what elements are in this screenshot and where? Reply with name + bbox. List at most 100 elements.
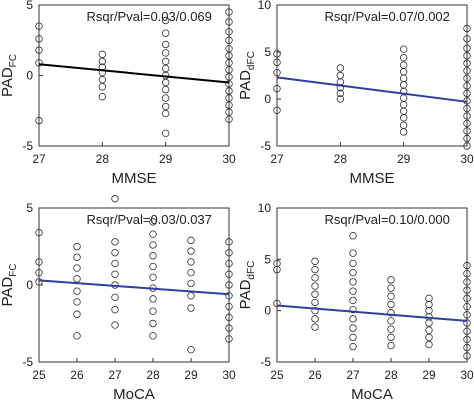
data-point [225, 101, 233, 109]
y-tick-label: 0 [264, 304, 271, 318]
data-point [425, 319, 433, 327]
data-point [98, 57, 107, 66]
x-axis-label: MMSE [350, 170, 395, 187]
plot-frame [38, 207, 230, 363]
data-point [149, 218, 157, 226]
data-point [187, 279, 195, 288]
data-point [111, 238, 119, 246]
data-point [225, 313, 233, 322]
data-point [225, 59, 233, 67]
y-axis-label: PADdFC [237, 261, 257, 310]
x-tick-label: 29 [397, 152, 411, 166]
x-tick-label: 25 [270, 368, 284, 382]
stats-annotation: Rsqr/Pval=0.03/0.069 [87, 9, 212, 24]
data-point [35, 258, 43, 266]
data-point [463, 112, 471, 120]
data-point [463, 35, 471, 43]
stats-annotation: Rsqr/Pval=0.07/0.002 [325, 9, 450, 24]
data-point [187, 304, 195, 312]
data-point [161, 78, 170, 87]
x-axis-label: MoCA [113, 386, 155, 402]
data-point [111, 195, 119, 203]
data-point [336, 71, 345, 80]
data-point [35, 59, 43, 67]
data-point [35, 22, 43, 30]
data-point [311, 265, 319, 274]
data-point [225, 28, 233, 36]
x-tick-label: 30 [222, 368, 236, 382]
data-point [349, 315, 357, 323]
data-point [161, 29, 170, 37]
x-tick-label: 29 [184, 368, 198, 382]
data-point [225, 324, 233, 332]
data-point [273, 50, 281, 58]
data-point [225, 248, 233, 257]
data-point [187, 345, 195, 354]
data-point [73, 253, 81, 261]
data-point [425, 333, 433, 342]
data-point [273, 84, 281, 93]
data-point [463, 59, 471, 67]
data-point [273, 259, 281, 268]
data-point [463, 82, 471, 90]
regression-line [38, 63, 230, 84]
data-point [225, 108, 233, 116]
data-point [161, 109, 170, 118]
data-point [349, 278, 357, 286]
data-point [463, 311, 471, 319]
y-tick-label: -5 [260, 139, 271, 153]
data-point [387, 325, 395, 333]
data-point [187, 236, 195, 245]
data-point [161, 94, 170, 102]
data-point [149, 332, 157, 340]
x-tick-label: 28 [146, 368, 160, 382]
y-tick-label: 0 [26, 69, 33, 83]
data-point [225, 259, 233, 268]
data-point [161, 85, 170, 94]
data-point [187, 292, 195, 300]
regression-line [38, 279, 230, 296]
regression-line [276, 76, 468, 103]
data-point [35, 35, 43, 43]
data-point [111, 293, 119, 302]
data-point [336, 95, 345, 103]
y-tick-label: 5 [26, 0, 33, 12]
data-point [463, 142, 471, 150]
data-point [225, 80, 233, 88]
data-point [111, 321, 119, 329]
data-point [98, 92, 107, 101]
data-point [73, 287, 81, 295]
data-point [98, 50, 107, 59]
data-point [187, 247, 195, 255]
data-point [225, 73, 233, 81]
data-point [336, 89, 345, 98]
data-point [463, 286, 471, 294]
data-point [463, 52, 471, 60]
data-point [225, 45, 233, 53]
data-point [463, 24, 471, 33]
data-point [399, 100, 408, 109]
data-point [463, 127, 471, 135]
data-point [273, 68, 281, 77]
data-point [463, 343, 471, 352]
data-point [463, 335, 471, 344]
data-point [399, 107, 408, 115]
data-point [387, 276, 395, 284]
data-point [425, 306, 433, 315]
data-point [463, 278, 471, 286]
stats-annotation: Rsqr/Pval=0.10/0.000 [325, 212, 450, 227]
data-point [387, 284, 395, 292]
data-point [149, 252, 157, 260]
data-point [399, 53, 408, 62]
data-point [336, 84, 345, 92]
data-point [399, 61, 408, 69]
data-point [463, 67, 471, 75]
data-point [98, 83, 107, 91]
data-point [387, 333, 395, 342]
data-point [161, 16, 170, 25]
data-point [225, 66, 233, 74]
x-tick-label: 30 [460, 152, 474, 166]
data-point [463, 89, 471, 98]
data-point [98, 76, 107, 84]
data-point [161, 57, 170, 66]
